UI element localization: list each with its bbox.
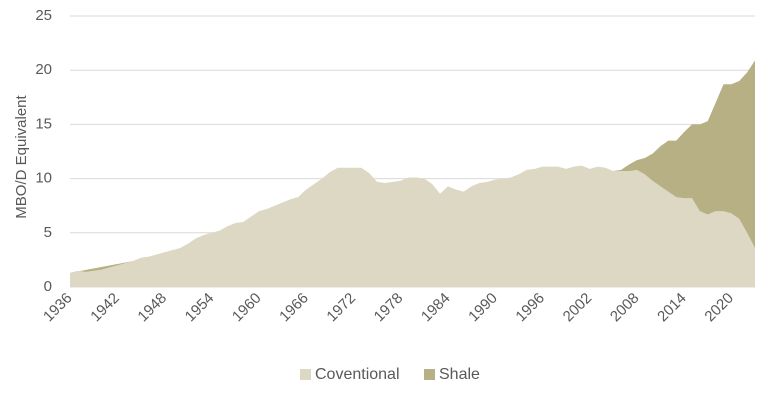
- y-tick-label: 25: [35, 7, 52, 24]
- x-tick-label: 2008: [607, 290, 643, 326]
- x-tick-label: 2014: [654, 290, 690, 326]
- area-coventional: [70, 165, 755, 287]
- y-tick-label: 0: [44, 278, 52, 295]
- x-tick-label: 1996: [512, 290, 548, 326]
- x-tick-label: 1978: [371, 290, 407, 326]
- legend-label-coventional: Coventional: [315, 366, 400, 383]
- x-tick-label: 1966: [276, 290, 312, 326]
- x-tick-label: 1942: [87, 290, 123, 326]
- x-tick-label: 1990: [465, 290, 501, 326]
- y-axis-title: MBO/D Equivalent: [13, 94, 30, 218]
- x-axis-ticks: 1936 1942 1948 1954 1960 1966 1972 1978 1984 1990…: [40, 290, 737, 326]
- x-tick-label: 2020: [701, 290, 737, 326]
- x-tick-label: 1960: [229, 290, 265, 326]
- y-axis-ticks: 0 5 10 15 20 25: [35, 7, 52, 295]
- x-tick-label: 1948: [134, 290, 170, 326]
- legend: Coventional Shale: [300, 366, 480, 383]
- x-tick-label: 1984: [418, 290, 454, 326]
- x-tick-label: 1954: [182, 290, 218, 326]
- y-tick-label: 5: [44, 224, 52, 241]
- legend-swatch-shale: [424, 369, 435, 380]
- legend-swatch-coventional: [300, 369, 311, 380]
- y-tick-label: 15: [35, 115, 52, 132]
- y-tick-label: 10: [35, 170, 52, 187]
- y-tick-label: 20: [35, 61, 52, 78]
- x-tick-label: 2002: [560, 290, 596, 326]
- area-series: [70, 60, 755, 287]
- x-tick-label: 1972: [323, 290, 359, 326]
- legend-label-shale: Shale: [439, 366, 480, 383]
